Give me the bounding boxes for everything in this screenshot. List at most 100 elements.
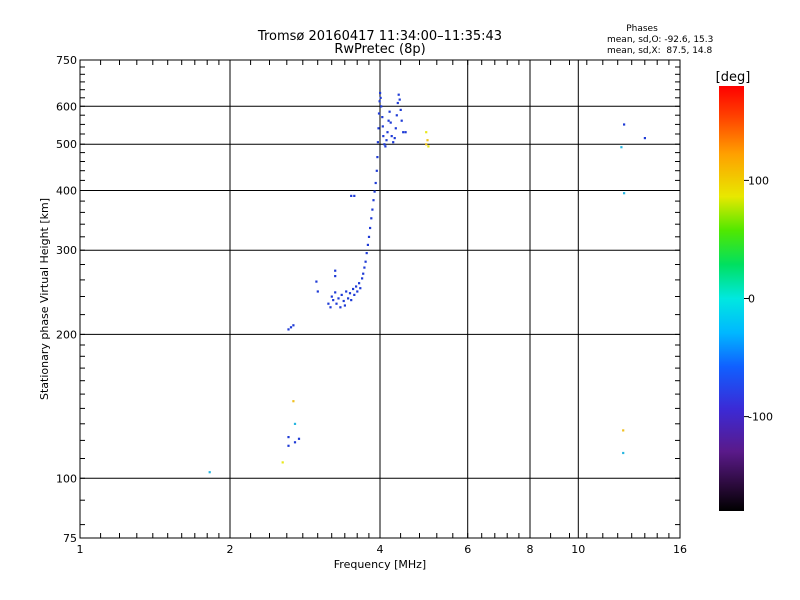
trace-point: [390, 135, 393, 138]
y-tick-label: 500: [56, 138, 77, 151]
scatter-point: [404, 131, 407, 134]
trace-point: [370, 217, 373, 220]
y-tick-label: 100: [56, 472, 77, 485]
colorbar: [719, 86, 744, 511]
trace-point: [339, 306, 342, 309]
scatter-point: [620, 146, 623, 149]
trace-point: [397, 93, 400, 96]
trace-point: [389, 121, 392, 124]
scatter-point: [287, 444, 290, 447]
y-tick-label: 750: [56, 54, 77, 67]
trace-point: [379, 96, 382, 99]
x-tick-labels: 1 2 4 6 8 10 16: [77, 543, 688, 556]
grid-lines: [80, 60, 680, 538]
trace-point: [337, 297, 340, 300]
trace-point: [387, 119, 390, 122]
trace-point: [361, 277, 364, 280]
scatter-point: [292, 324, 295, 327]
x-tick-label: 2: [227, 543, 234, 556]
colorbar-label: [deg]: [716, 70, 751, 85]
trace-point: [359, 287, 362, 290]
trace-point: [352, 287, 355, 291]
scatter-point: [350, 194, 353, 197]
x-tick-label: 10: [571, 543, 585, 556]
y-tick-label: 200: [56, 328, 77, 341]
scatter-point: [208, 471, 211, 474]
trace-point: [329, 306, 332, 309]
x-tick-label: 1: [77, 543, 84, 556]
trace-point: [394, 127, 397, 130]
y-tick-label: 600: [56, 100, 77, 113]
scatter-point: [315, 280, 318, 283]
trace-point: [402, 131, 405, 134]
scatter-point: [425, 143, 428, 146]
trace-point: [384, 145, 387, 148]
trace-point: [377, 127, 380, 130]
trace-point: [396, 101, 399, 105]
trace-point: [392, 141, 395, 144]
x-axis-label: Frequency [MHz]: [334, 558, 426, 571]
trace-point: [369, 226, 372, 230]
y-tick-labels: 75 100 200 300 400 500 600 750: [56, 54, 77, 545]
trace-point: [350, 299, 353, 302]
scatter-point: [287, 328, 290, 331]
trace-point: [375, 169, 378, 172]
scatter-point: [293, 422, 297, 425]
scatter-point: [643, 137, 646, 140]
trace-point: [348, 292, 352, 295]
trace-point: [353, 293, 356, 296]
scatter-point: [425, 131, 428, 134]
scatter-point: [316, 290, 319, 293]
scatter-point: [281, 461, 284, 464]
chart-title: Tromsø 20160417 11:34:00–11:35:43: [257, 29, 502, 44]
trace-point: [399, 108, 402, 111]
colorbar-tick-label: 0: [748, 293, 755, 306]
trace-point: [367, 235, 371, 238]
trace-point: [363, 266, 366, 269]
trace-point: [395, 114, 398, 117]
trace-point: [343, 304, 346, 307]
scatter-point: [289, 326, 293, 329]
scatter-point: [293, 441, 297, 444]
trace-point: [386, 131, 389, 134]
trace-point: [371, 208, 374, 211]
trace-point: [342, 299, 345, 303]
scatter-point: [622, 429, 625, 432]
trace-point: [379, 91, 382, 95]
trace-point: [383, 143, 386, 146]
trace-point: [380, 105, 383, 108]
trace-point: [372, 199, 375, 202]
data-points: [208, 91, 646, 474]
scatter-point: [427, 145, 430, 148]
trace-point: [362, 272, 365, 275]
trace-point: [400, 119, 403, 122]
trace-point: [355, 285, 358, 288]
y-tick-label: 75: [63, 532, 77, 545]
scatter-point: [287, 436, 290, 439]
trace-point: [385, 139, 388, 142]
y-tick-label: 300: [56, 244, 77, 257]
trace-point: [381, 116, 384, 119]
trace-point: [334, 291, 337, 294]
scatter-point: [426, 139, 429, 142]
trace-point: [347, 297, 350, 300]
trace-point: [388, 110, 391, 113]
y-tick-label: 400: [56, 185, 77, 198]
y-axis-label: Stationary phase Virtual Height [km]: [38, 198, 51, 400]
x-tick-label: 16: [673, 543, 687, 556]
scatter-point: [297, 437, 301, 440]
scatter-point: [292, 400, 295, 403]
plot-frame: [79, 59, 681, 539]
scatter-point: [623, 192, 626, 195]
scatter-point: [622, 451, 625, 455]
scatter-point: [353, 194, 356, 197]
scatter-point: [334, 269, 337, 272]
chart-subtitle: RwPretec (8p): [334, 42, 425, 57]
trace-point: [358, 282, 361, 285]
trace-point: [340, 293, 343, 296]
colorbar-ticks: 100 0 -100: [744, 174, 773, 424]
trace-point: [366, 243, 369, 246]
trace-point: [377, 112, 381, 115]
trace-point: [335, 302, 338, 305]
